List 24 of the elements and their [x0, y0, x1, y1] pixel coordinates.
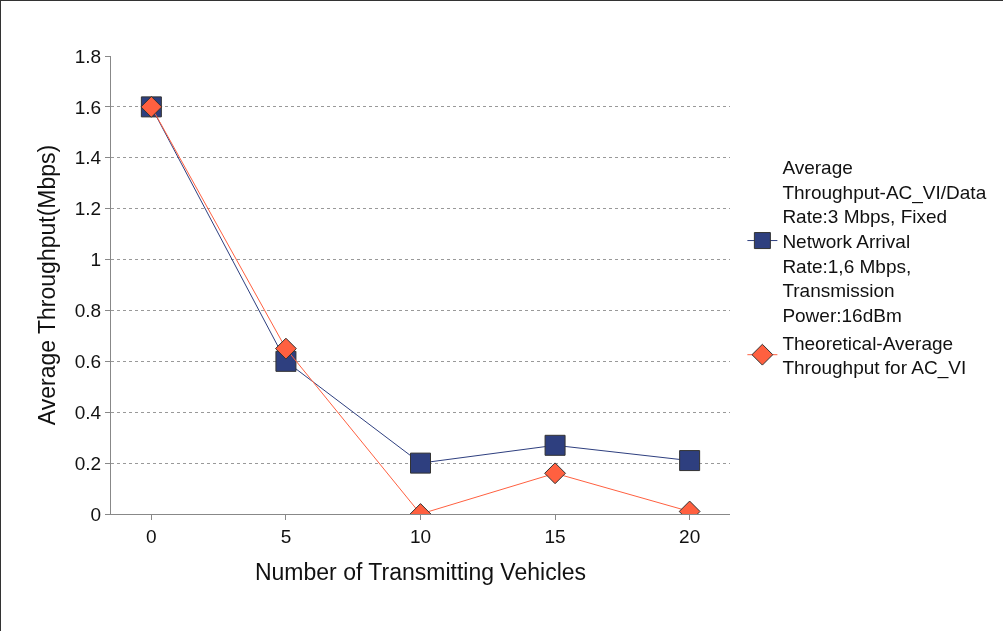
x-tick-label: 0: [146, 525, 157, 547]
point: [679, 450, 701, 472]
y-axis-title: Average Throughput(Mbps): [34, 144, 61, 426]
y-tick-label: 0.8: [74, 300, 102, 322]
point: [544, 462, 566, 485]
y-tick-label: 1.8: [74, 45, 102, 67]
y-tick-label: 1.2: [74, 198, 102, 220]
point: [275, 337, 297, 360]
x-tick-label: 10: [409, 525, 432, 547]
y-tick-label: 1: [90, 249, 102, 271]
x-tick-label: 5: [280, 525, 292, 547]
legend-label: Average Throughput-AC_VI/Data Rate:3 Mbps, Fixed Network Arrival Rate:1,6 Mbps, Transmission Power:16dBm: [782, 156, 987, 327]
point: [544, 434, 566, 456]
x-tick-label: 15: [544, 525, 566, 547]
y-tick-label: 0: [90, 503, 102, 525]
y-tick-label: 1.6: [74, 96, 102, 118]
y-tick-label: 1.4: [74, 147, 102, 169]
x-tick-label: 20: [679, 525, 701, 547]
legend-label: Theoretical-Average Throughput for AC_VI: [782, 332, 967, 380]
x-axis-title: Number of Transmitting Vehicles: [254, 559, 587, 586]
y-tick-label: 0.6: [74, 350, 102, 372]
y-tick-label: 0.4: [74, 401, 102, 423]
point: [410, 452, 431, 474]
y-tick-label: 0.2: [74, 452, 102, 474]
